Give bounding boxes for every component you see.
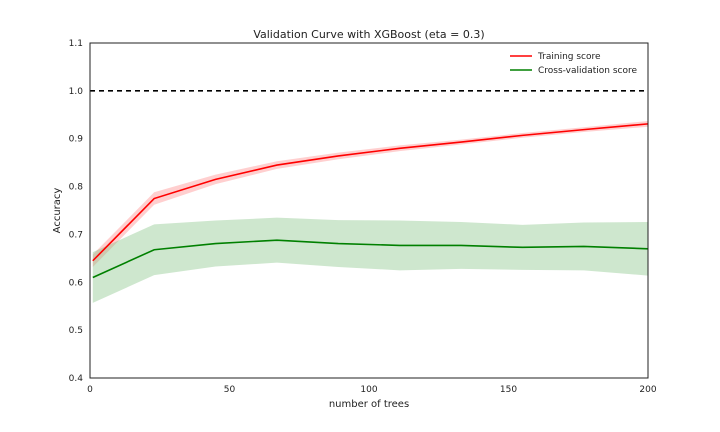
y-tick-label: 1.1 [69,39,83,49]
series-1-line [92,239,649,279]
series-1-band [92,217,649,303]
y-tick-label: 0.8 [69,183,84,193]
series-lines [92,123,649,279]
legend-label-cross-validation: Cross-validation score [538,66,637,76]
y-tick-label: 0.6 [69,278,84,288]
confidence-bands [92,121,649,303]
series-0-band [92,121,649,267]
x-axis-ticks: 0 50 100 150 200 [87,385,657,395]
x-tick-label: 150 [500,385,517,395]
x-axis-title: number of trees [329,399,409,410]
chart-title: Validation Curve with XGBoost (eta = 0.3… [253,28,484,41]
x-tick-label: 100 [360,385,377,395]
y-tick-label: 0.7 [69,230,83,240]
y-tick-label: 0.5 [69,326,83,336]
plot-frame [89,42,649,379]
legend-label-training: Training score [537,52,601,62]
y-tick-label: 0.9 [69,135,84,145]
x-tick-label: 200 [639,385,656,395]
x-tick-label: 50 [224,385,236,395]
legend: Training score Cross-validation score [510,52,637,76]
x-tick-label: 0 [87,385,93,395]
y-tick-label: 0.4 [69,374,84,384]
y-axis-ticks: 0.4 0.5 0.6 0.7 0.8 0.9 1.0 1.1 [69,39,84,384]
y-tick-label: 1.0 [69,87,84,97]
series-0-line [92,123,649,262]
y-axis-title: Accuracy [52,188,63,234]
